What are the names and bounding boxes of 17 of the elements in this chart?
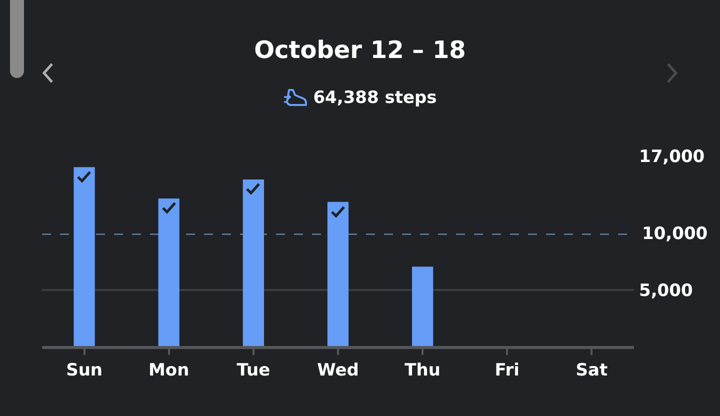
x-tick-label: Mon [148,360,190,380]
x-tick-label: Sun [66,360,103,380]
x-tick-label: Sat [576,360,608,380]
bar [327,202,349,346]
ref-line-label: 10,000 [642,224,708,244]
bar [412,266,434,346]
x-tick-label: Wed [317,360,359,380]
y-tick-label: 5,000 [639,281,693,302]
bar [74,167,95,346]
chart-title: October 12 – 18 [253,36,467,64]
bar [242,179,264,346]
x-tick-label: Tue [236,360,270,380]
y-tick-label: 17,000 [639,146,705,167]
chart-subtitle: 64,388 steps [313,88,437,108]
x-tick-label: Fri [494,360,520,380]
bar [158,198,180,346]
x-tick-label: Thu [404,360,440,380]
